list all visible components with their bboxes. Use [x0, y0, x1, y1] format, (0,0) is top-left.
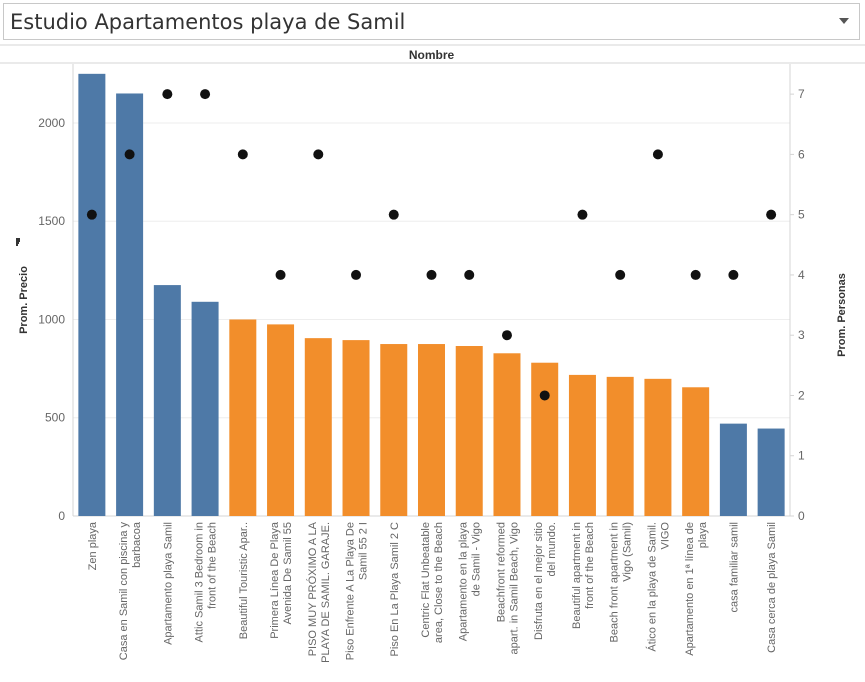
- bar: [531, 362, 559, 516]
- bar: [342, 340, 370, 516]
- y-axis-title: Prom. Precio: [18, 266, 30, 334]
- bar: [682, 387, 710, 516]
- y2-tick-label: 1: [798, 449, 805, 463]
- dot-point: [275, 269, 286, 280]
- bar: [418, 344, 445, 516]
- y-tick-label: 2000: [38, 116, 65, 130]
- bar: [229, 319, 257, 516]
- dot-point: [426, 269, 437, 280]
- x-tick-label: Centric Flat Unbeatablearea, Close to th…: [420, 522, 445, 643]
- x-tick-label: Casa en Samil con piscina ybarbacoa: [118, 521, 143, 660]
- dot-point: [162, 89, 173, 100]
- sort-descending-icon[interactable]: [16, 238, 20, 246]
- x-tick-label: Attic Samil 3 Bedroom infront of the Bea…: [194, 522, 219, 642]
- x-tick-label: casa familiar samil: [728, 522, 740, 612]
- bar: [116, 93, 144, 516]
- x-tick-label: Casa cerca de playa Samil: [766, 522, 778, 653]
- x-tick-label: Disfruta en el mejor sitiodel mundo.: [533, 522, 558, 640]
- column-header: Nombre: [409, 48, 455, 62]
- bar: [78, 73, 106, 517]
- dot-point: [313, 149, 324, 160]
- chevron-down-icon[interactable]: [839, 18, 849, 24]
- bar: [380, 344, 408, 516]
- dot-point: [652, 149, 663, 160]
- y-tick-label: 500: [45, 411, 65, 425]
- bar: [455, 346, 483, 516]
- bar: [493, 353, 521, 516]
- dot-point: [766, 209, 777, 220]
- dot-point: [615, 269, 626, 280]
- y-tick-label: 1500: [38, 214, 65, 228]
- x-tick-label: Beautiful apartment infront of the Beach: [571, 522, 596, 629]
- y-tick-label: 0: [58, 509, 65, 523]
- dot-point: [464, 269, 475, 280]
- dot-point: [728, 269, 739, 280]
- y2-tick-label: 0: [798, 509, 805, 523]
- x-tick-label: Piso Enfrente A La Playa DeSamil 55 2 I: [345, 522, 370, 660]
- bar: [606, 376, 634, 516]
- dot-point: [690, 269, 701, 280]
- bar: [267, 324, 295, 516]
- y2-tick-label: 4: [798, 268, 805, 282]
- x-tick-label: Primera Línea De PlayaAvenida De Samil 5…: [269, 521, 294, 639]
- y2-tick-label: 6: [798, 147, 805, 161]
- x-tick-label: Apartamento en la playade Samil - Vigo: [458, 521, 483, 641]
- dot-point: [124, 149, 135, 160]
- dot-point: [388, 209, 399, 220]
- x-tick-label: Ático en la playa de Samil.VIGO: [645, 522, 671, 652]
- x-tick-label: Apartamento playa Samil: [162, 522, 174, 645]
- x-tick-label: PISO MUY PRÓXIMO A LAPLAYA DE SAMIL. GAR…: [306, 521, 332, 662]
- dot-point: [577, 209, 588, 220]
- bar: [153, 285, 181, 516]
- bar: [191, 301, 219, 516]
- dot-point: [200, 89, 211, 100]
- dot-point: [501, 330, 512, 341]
- dashboard-title-filter[interactable]: Estudio Apartamentos playa de Samil: [3, 3, 860, 40]
- bar: [757, 428, 785, 516]
- x-tick-label: Beach front apartment inVigo (Samil): [609, 522, 634, 642]
- bar: [644, 378, 672, 516]
- dot-point: [237, 149, 248, 160]
- x-tick-label: Zen playa: [87, 521, 99, 570]
- y2-tick-label: 5: [798, 208, 805, 222]
- x-tick-label: Piso En La Playa Samil 2 C: [389, 522, 401, 657]
- bar: [719, 423, 747, 516]
- bar: [568, 374, 596, 516]
- bar-dot-chart: Nombre 0 500 1000 1500 2000 0 1 2 3 4 5 6 7 Prom. Prec…: [0, 44, 865, 663]
- bar: [304, 338, 332, 516]
- y-tick-label: 1000: [38, 312, 65, 326]
- y2-tick-label: 2: [798, 388, 805, 402]
- dot-point: [86, 209, 97, 220]
- x-tick-label: Beautiful Touristic Apar..: [238, 522, 250, 639]
- dot-point: [539, 390, 550, 401]
- y2-axis-title: Prom. Personas: [836, 273, 848, 357]
- y2-tick-label: 7: [798, 87, 805, 101]
- y2-tick-label: 3: [798, 328, 805, 342]
- dashboard-title: Estudio Apartamentos playa de Samil: [10, 10, 406, 34]
- x-tick-label: Beachfront reformedapart. in Samil Beach…: [495, 522, 520, 654]
- dot-point: [351, 269, 362, 280]
- x-tick-label: Apartamento en 1ª línea deplaya: [684, 521, 709, 656]
